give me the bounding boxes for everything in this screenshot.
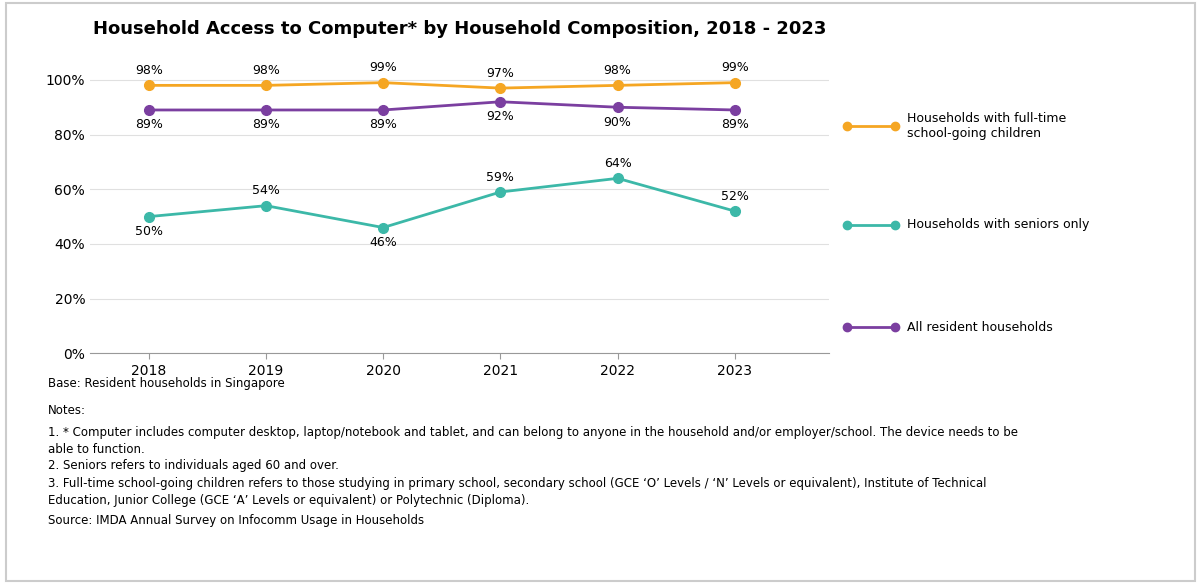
Text: 2. Seniors refers to individuals aged 60 and over.: 2. Seniors refers to individuals aged 60… bbox=[48, 459, 339, 472]
Text: Notes:: Notes: bbox=[48, 404, 86, 416]
Text: 90%: 90% bbox=[604, 116, 632, 128]
Text: 89%: 89% bbox=[369, 119, 398, 131]
Text: Households with full-time
school-going children: Households with full-time school-going c… bbox=[907, 112, 1066, 140]
Text: Households with seniors only: Households with seniors only bbox=[907, 218, 1089, 231]
Text: 1. * Computer includes computer desktop, laptop/notebook and tablet, and can bel: 1. * Computer includes computer desktop,… bbox=[48, 426, 1018, 456]
Text: 98%: 98% bbox=[604, 64, 632, 77]
Text: 89%: 89% bbox=[252, 119, 280, 131]
Text: 46%: 46% bbox=[369, 236, 398, 249]
Text: Household Access to Computer* by Household Composition, 2018 - 2023: Household Access to Computer* by Househo… bbox=[92, 20, 826, 39]
Text: 89%: 89% bbox=[135, 119, 162, 131]
Text: 54%: 54% bbox=[252, 185, 280, 197]
Text: 98%: 98% bbox=[252, 64, 280, 77]
Text: 98%: 98% bbox=[135, 64, 162, 77]
Text: 59%: 59% bbox=[486, 171, 514, 184]
Text: 50%: 50% bbox=[135, 225, 162, 238]
Text: Source: IMDA Annual Survey on Infocomm Usage in Households: Source: IMDA Annual Survey on Infocomm U… bbox=[48, 514, 424, 527]
Text: All resident households: All resident households bbox=[907, 321, 1052, 333]
Text: 64%: 64% bbox=[604, 157, 632, 170]
Text: 52%: 52% bbox=[721, 190, 749, 203]
Text: 97%: 97% bbox=[486, 67, 514, 80]
Text: 99%: 99% bbox=[721, 61, 748, 74]
Text: 89%: 89% bbox=[721, 119, 749, 131]
Text: Base: Resident households in Singapore: Base: Resident households in Singapore bbox=[48, 377, 285, 390]
Text: 3. Full-time school-going children refers to those studying in primary school, s: 3. Full-time school-going children refer… bbox=[48, 477, 986, 507]
Text: 99%: 99% bbox=[369, 61, 398, 74]
Text: 92%: 92% bbox=[486, 110, 514, 123]
